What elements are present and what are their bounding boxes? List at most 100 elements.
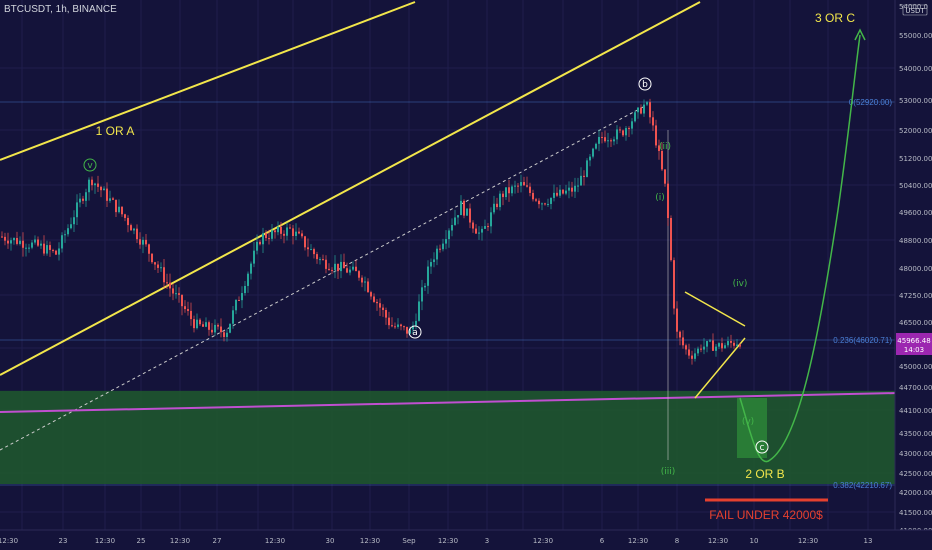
candle bbox=[172, 288, 174, 294]
time-tick-label: 12:30 bbox=[170, 537, 190, 545]
candle bbox=[547, 203, 549, 205]
time-axis[interactable]: 12:30 23 12:30 25 12:30 27 12:30 30 12:30 Sep 12:3… bbox=[0, 529, 932, 550]
candle bbox=[727, 341, 729, 346]
candle bbox=[268, 238, 270, 240]
candle bbox=[361, 277, 363, 283]
candle bbox=[241, 293, 243, 301]
current-price-tag bbox=[896, 333, 932, 355]
candle bbox=[460, 200, 462, 216]
candle bbox=[22, 240, 24, 248]
candle bbox=[349, 269, 351, 273]
candle bbox=[316, 254, 318, 260]
price-tick-label: 48000.00 bbox=[899, 265, 932, 273]
candle bbox=[646, 102, 648, 105]
candle bbox=[109, 198, 111, 201]
candle bbox=[457, 215, 459, 218]
candle bbox=[391, 325, 393, 327]
candle bbox=[511, 186, 513, 194]
candle bbox=[250, 263, 252, 274]
candle bbox=[691, 355, 693, 359]
candle bbox=[181, 294, 183, 307]
candle bbox=[163, 267, 165, 283]
candle bbox=[322, 259, 324, 261]
price-tick-label: 42500.00 bbox=[899, 470, 932, 478]
candle bbox=[463, 200, 465, 216]
candle bbox=[151, 253, 153, 263]
candle bbox=[388, 317, 390, 326]
candle bbox=[307, 247, 309, 250]
candle bbox=[31, 242, 33, 248]
wave-labels: 1 OR A v a b (ii) (i) (iii) (iv) (v) c 2 OR B 3 OR … bbox=[83, 11, 855, 522]
candle bbox=[607, 140, 609, 142]
candle bbox=[520, 182, 522, 186]
candles bbox=[1, 98, 741, 365]
candle bbox=[142, 239, 144, 245]
time-tick-label: 23 bbox=[59, 537, 68, 545]
candle bbox=[568, 187, 570, 191]
candle bbox=[670, 218, 672, 261]
price-tick-label: 52000.00 bbox=[899, 127, 932, 135]
candle bbox=[256, 241, 258, 251]
candle bbox=[1, 236, 3, 238]
current-price-countdown: 14:03 bbox=[904, 346, 924, 354]
candle bbox=[736, 344, 738, 346]
candle bbox=[148, 244, 150, 254]
candle bbox=[298, 231, 300, 234]
candle bbox=[184, 306, 186, 310]
symbol-title: BTCUSDT, 1h, BINANCE bbox=[4, 4, 117, 15]
dotted-trend-line bbox=[0, 105, 646, 451]
candle bbox=[343, 261, 345, 269]
candle bbox=[46, 245, 48, 254]
candle bbox=[274, 230, 276, 233]
price-tick-label: 43500.00 bbox=[899, 430, 932, 438]
wave-label-minor: (iii) bbox=[661, 467, 676, 477]
time-tick-label: 12:30 bbox=[95, 537, 115, 545]
candle bbox=[526, 185, 528, 187]
candle bbox=[454, 217, 456, 225]
time-tick-label: 12:30 bbox=[533, 537, 553, 545]
candle bbox=[187, 309, 189, 311]
time-tick-label: 12:30 bbox=[708, 537, 728, 545]
candle bbox=[634, 112, 636, 122]
current-price-value: 45966.48 bbox=[897, 337, 930, 345]
candle bbox=[313, 249, 315, 255]
candle bbox=[589, 156, 591, 161]
candle bbox=[433, 259, 435, 263]
candle bbox=[178, 293, 180, 295]
price-tick-label: 43000.00 bbox=[899, 450, 932, 458]
candle bbox=[208, 322, 210, 330]
candle bbox=[472, 222, 474, 229]
candle bbox=[550, 197, 552, 204]
candle bbox=[499, 193, 501, 208]
candle bbox=[595, 143, 597, 149]
candle bbox=[598, 136, 600, 144]
price-tick-label: 49600.00 bbox=[899, 209, 932, 217]
candle bbox=[514, 185, 516, 187]
fib-label: 0.236(46020.71) bbox=[833, 336, 892, 345]
time-tick-label: 10 bbox=[750, 537, 759, 545]
candle bbox=[94, 183, 96, 186]
candle bbox=[97, 183, 99, 187]
time-axis-bg bbox=[0, 530, 932, 550]
candle bbox=[211, 329, 213, 333]
candle bbox=[652, 117, 654, 126]
candle bbox=[565, 190, 567, 194]
candle bbox=[718, 343, 720, 347]
candle bbox=[676, 308, 678, 332]
fib-levels: 0(52920.00) 0.236(46020.71) 0.382(42210.67… bbox=[0, 98, 895, 490]
candle bbox=[76, 202, 78, 218]
candle bbox=[127, 217, 129, 226]
candle bbox=[82, 198, 84, 201]
candle bbox=[412, 325, 414, 330]
candle bbox=[118, 206, 120, 213]
candle bbox=[733, 342, 735, 346]
candle bbox=[523, 182, 525, 186]
candle bbox=[571, 187, 573, 192]
candle bbox=[385, 309, 387, 318]
price-axis-bg bbox=[895, 0, 932, 530]
candle bbox=[355, 266, 357, 272]
candle bbox=[382, 307, 384, 310]
candle bbox=[445, 239, 447, 244]
